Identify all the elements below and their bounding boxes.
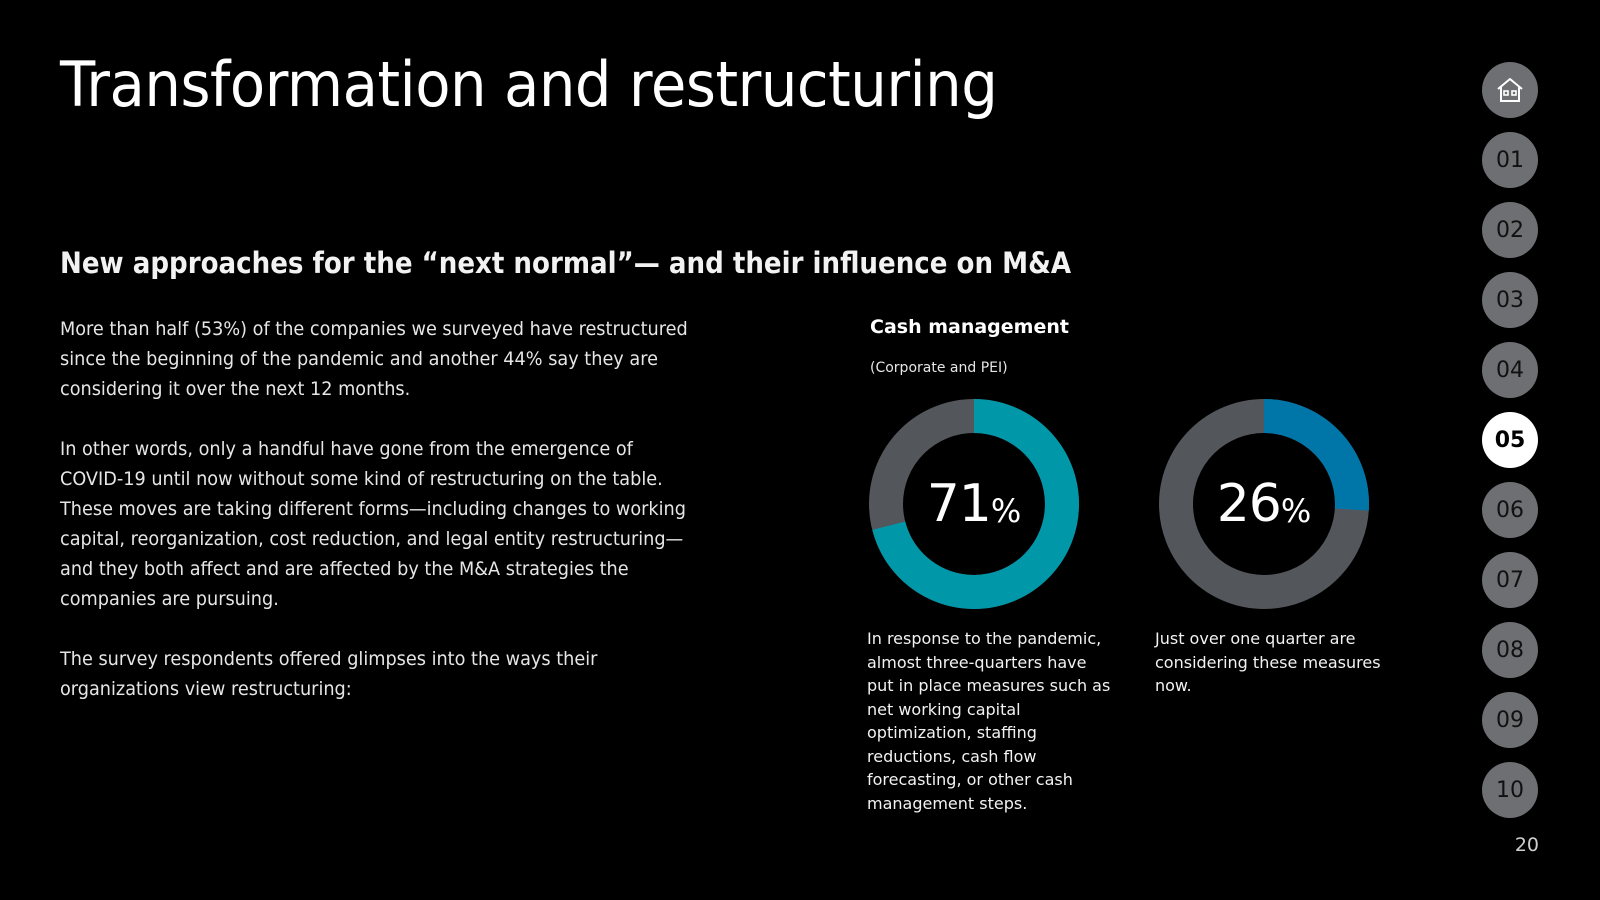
- donut-svg: [1159, 399, 1369, 609]
- page-title: Transformation and restructuring: [60, 48, 998, 121]
- nav-section-09[interactable]: 09: [1482, 692, 1538, 748]
- nav-section-08[interactable]: 08: [1482, 622, 1538, 678]
- donut-svg: [869, 399, 1079, 609]
- nav-home-button[interactable]: [1482, 62, 1538, 118]
- paragraph-2: In other words, only a handful have gone…: [60, 438, 686, 610]
- paragraph-1: More than half (53%) of the companies we…: [60, 318, 688, 400]
- donut-value: 26: [1216, 474, 1282, 534]
- donut-value-arc: [869, 399, 1079, 609]
- nav-section-10[interactable]: 10: [1482, 762, 1538, 818]
- donut-unit: %: [1280, 492, 1312, 530]
- nav-section-02[interactable]: 02: [1482, 202, 1538, 258]
- page-number: 20: [1514, 834, 1539, 856]
- nav-section-04[interactable]: 04: [1482, 342, 1538, 398]
- donut-unit: %: [990, 492, 1022, 530]
- nav-section-07[interactable]: 07: [1482, 552, 1538, 608]
- donut-label: 26%: [1158, 398, 1370, 610]
- section-subtitle: New approaches for the “next normal”— an…: [60, 246, 1072, 280]
- home-icon: [1497, 78, 1523, 102]
- body-text: More than half (53%) of the companies we…: [60, 314, 702, 734]
- donut-value-arc: [1159, 399, 1369, 609]
- cash-management-title: Cash management: [870, 316, 1069, 338]
- cash-management-subtitle: (Corporate and PEI): [870, 360, 1008, 376]
- nav-section-01[interactable]: 01: [1482, 132, 1538, 188]
- nav-section-06[interactable]: 06: [1482, 482, 1538, 538]
- donut-caption-26: Just over one quarter are considering th…: [1155, 629, 1381, 695]
- donut-chart-26: 26%: [1158, 398, 1370, 610]
- donut-caption-71: In response to the pandemic, almost thre…: [867, 629, 1111, 813]
- nav-section-05[interactable]: 05: [1482, 412, 1538, 468]
- donut-value: 71: [926, 474, 992, 534]
- paragraph-3: The survey respondents offered glimpses …: [60, 648, 598, 700]
- nav-section-03[interactable]: 03: [1482, 272, 1538, 328]
- donut-chart-71: 71%: [868, 398, 1080, 610]
- donut-label: 71%: [868, 398, 1080, 610]
